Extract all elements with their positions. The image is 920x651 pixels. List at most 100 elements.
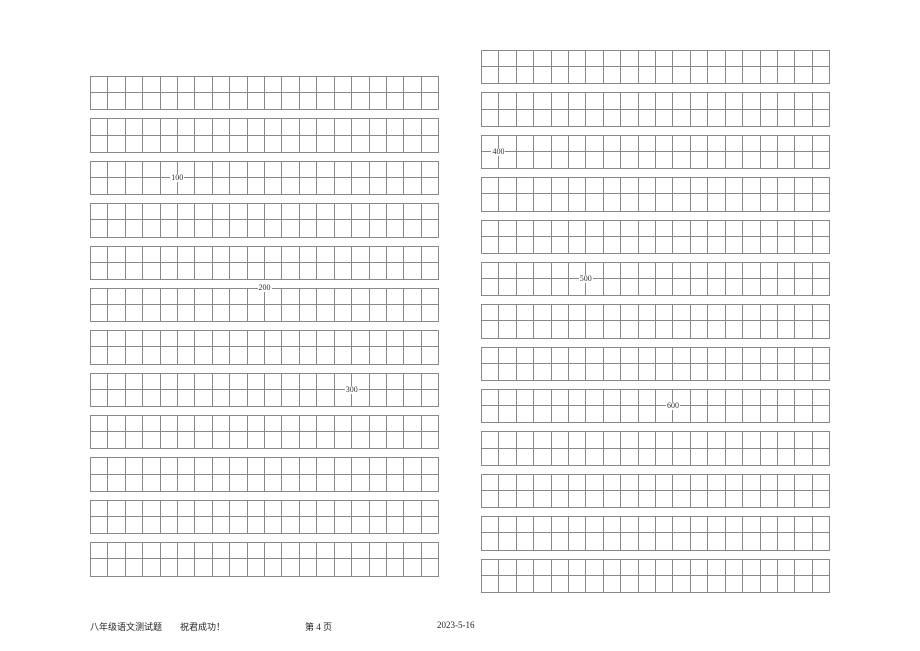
writing-grid-cell [795, 194, 812, 211]
writing-grid-cell [178, 93, 195, 110]
writing-grid-cell [161, 118, 178, 135]
writing-grid-cell [499, 110, 516, 127]
writing-grid-row: 400 [481, 152, 830, 169]
writing-grid-cell [552, 110, 569, 127]
writing-grid-cell [195, 220, 212, 237]
writing-grid-cell [761, 92, 778, 109]
writing-grid-cell [569, 576, 586, 593]
writing-grid-cell [639, 364, 656, 381]
writing-grid-cell [335, 220, 352, 237]
writing-grid-cell [335, 457, 352, 474]
writing-grid-cell [108, 161, 125, 178]
writing-grid-cell [586, 67, 603, 84]
writing-grid-cell [248, 373, 265, 390]
writing-grid-cell [499, 321, 516, 338]
writing-grid-cell [604, 92, 621, 109]
writing-grid-cell [673, 177, 690, 194]
writing-grid-cell [621, 576, 638, 593]
writing-grid-cell [178, 246, 195, 263]
writing-grid-cell [335, 288, 352, 305]
writing-grid-cell [778, 516, 795, 533]
grid-group-gap [90, 195, 439, 203]
writing-grid-cell [300, 415, 317, 432]
writing-grid-cell [691, 220, 708, 237]
writing-grid-cell [90, 178, 108, 195]
writing-grid-cell [534, 516, 551, 533]
writing-grid-cell [795, 321, 812, 338]
writing-grid-cell [534, 220, 551, 237]
writing-grid-cell [178, 347, 195, 364]
writing-grid-cell [404, 390, 421, 407]
writing-grid-cell [387, 305, 404, 322]
writing-grid-cell [673, 279, 690, 296]
writing-grid-cell [743, 177, 760, 194]
writing-grid-cell [691, 406, 708, 423]
writing-grid-cell [813, 237, 830, 254]
writing-grid-cell [517, 110, 534, 127]
writing-grid-cell [422, 161, 439, 178]
writing-grid-row [90, 161, 439, 178]
writing-grid-cell [534, 389, 551, 406]
writing-grid-cell [317, 457, 334, 474]
writing-grid-cell [265, 457, 282, 474]
writing-grid-cell [604, 177, 621, 194]
writing-grid-cell [404, 517, 421, 534]
writing-grid-cell [387, 330, 404, 347]
writing-grid-cell [778, 110, 795, 127]
writing-grid-group [481, 431, 830, 465]
writing-grid-cell [282, 246, 299, 263]
writing-grid-cell [282, 305, 299, 322]
writing-grid-cell [604, 449, 621, 466]
writing-grid-cell [335, 517, 352, 534]
writing-grid-cell [499, 177, 516, 194]
writing-grid-cell [708, 576, 725, 593]
writing-grid-cell [813, 576, 830, 593]
writing-grid-cell [726, 559, 743, 576]
writing-grid-cell [481, 110, 499, 127]
writing-grid-cell [387, 500, 404, 517]
writing-grid-cell [404, 161, 421, 178]
writing-grid-cell [126, 161, 143, 178]
writing-grid-cell [90, 203, 108, 220]
writing-grid-cell [761, 67, 778, 84]
writing-grid-cell [743, 304, 760, 321]
grid-group-gap [481, 508, 830, 516]
writing-grid-cell [708, 67, 725, 84]
writing-grid-cell [691, 449, 708, 466]
writing-grid-cell [552, 431, 569, 448]
writing-grid-cell [517, 220, 534, 237]
writing-grid-cell [656, 304, 673, 321]
writing-grid-cell [195, 246, 212, 263]
writing-grid-cell [352, 246, 369, 263]
writing-grid-cell [90, 76, 108, 93]
writing-grid-cell [569, 237, 586, 254]
writing-grid-cell [265, 76, 282, 93]
writing-grid-cell [534, 135, 551, 152]
writing-grid-cell [795, 533, 812, 550]
writing-grid-cell [761, 50, 778, 67]
writing-grid-cell [161, 500, 178, 517]
writing-grid-cell [761, 449, 778, 466]
writing-grid-cell [569, 67, 586, 84]
writing-grid-cell [422, 347, 439, 364]
footer-date: 2023-5-16 [437, 620, 475, 633]
writing-grid-cell [248, 118, 265, 135]
writing-grid-cell [213, 246, 230, 263]
writing-grid-cell [656, 135, 673, 152]
writing-grid-cell [126, 390, 143, 407]
writing-grid-cell [230, 305, 247, 322]
writing-grid-cell [126, 288, 143, 305]
writing-grid-cell [673, 152, 690, 169]
writing-grid-cell [370, 161, 387, 178]
writing-grid-cell [230, 203, 247, 220]
writing-grid-group [481, 177, 830, 211]
writing-grid-cell [795, 364, 812, 381]
writing-grid-cell [108, 136, 125, 153]
writing-grid-cell [108, 246, 125, 263]
writing-grid-cell [161, 203, 178, 220]
writing-grid-cell [795, 177, 812, 194]
writing-grid-cell [743, 449, 760, 466]
writing-grid-cell [621, 491, 638, 508]
writing-grid-cell [586, 152, 603, 169]
writing-grid-cell [248, 220, 265, 237]
